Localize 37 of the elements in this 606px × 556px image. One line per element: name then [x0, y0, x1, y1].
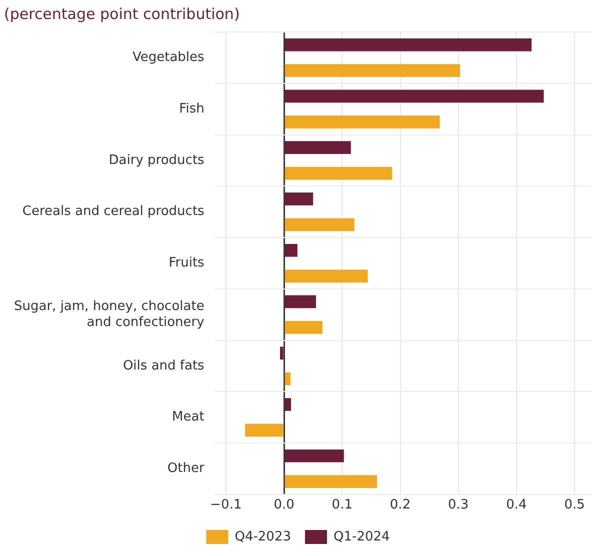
y-tick-label: Meat	[172, 410, 204, 425]
y-tick-label: Sugar, jam, honey, chocolate and confectionery	[14, 299, 205, 330]
bar	[284, 115, 440, 128]
y-tick-label: Fruits	[168, 256, 205, 271]
bar	[245, 424, 284, 437]
bar	[284, 321, 322, 334]
bar	[284, 270, 368, 282]
y-tick-label: Other	[167, 461, 205, 476]
bar	[284, 38, 532, 52]
x-tick-label: 0.0	[274, 498, 294, 513]
bar	[284, 90, 544, 103]
bar	[284, 372, 290, 386]
legend-label: Q4-2023	[234, 529, 292, 544]
x-tick-label: 0.4	[506, 498, 527, 513]
x-tick-label: 0.5	[564, 498, 585, 513]
y-tick-label: Vegetables	[132, 50, 205, 66]
y-tick-label: Fish	[179, 101, 204, 116]
bar	[284, 398, 292, 411]
x-tick-label: 0.1	[332, 498, 352, 513]
x-tick-label: 0.3	[448, 498, 469, 513]
bar	[284, 449, 344, 462]
y-tick-label: Oils and fats	[122, 358, 205, 374]
y-tick-label: Cereals and cereal products	[22, 204, 205, 220]
chart-title: (percentage point contribution)	[4, 4, 240, 23]
bar	[280, 346, 284, 360]
bar	[284, 218, 354, 232]
legend-label: Q1-2024	[334, 529, 390, 544]
x-tick-label: −0.1	[210, 498, 242, 513]
bar	[284, 295, 316, 308]
x-tick-label: 0.2	[390, 498, 411, 513]
bar	[284, 192, 314, 206]
bar	[284, 475, 378, 488]
y-tick-label: Dairy products	[108, 152, 205, 168]
bar	[284, 166, 392, 180]
bar	[284, 64, 460, 77]
bar	[284, 244, 298, 257]
bar	[284, 141, 351, 154]
